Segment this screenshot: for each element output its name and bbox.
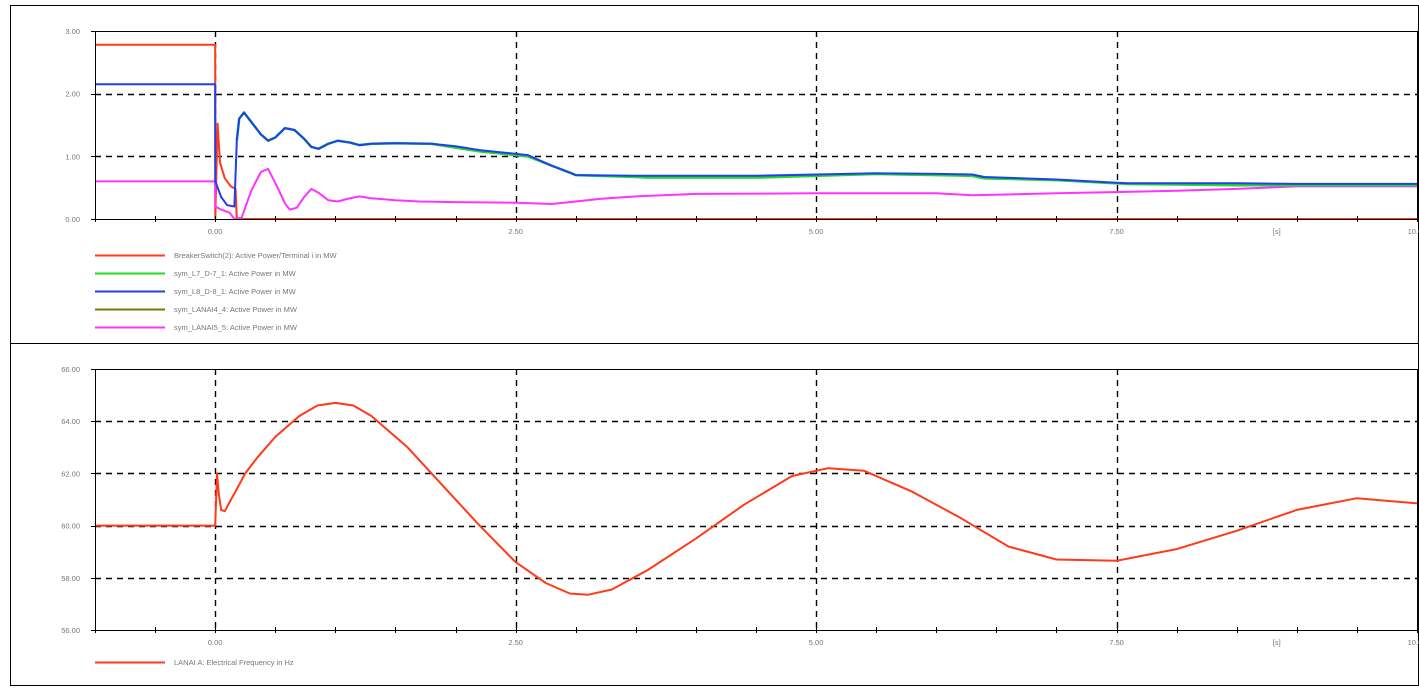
frequency-legend-label-0: LANAI A: Electrical Frequency in Hz (174, 658, 294, 667)
power-series-line-2 (95, 83, 1417, 208)
active-power-series (95, 43, 1417, 220)
power-x-tick-label: 7.50 (1109, 227, 1124, 236)
frequency-x-tick-label: 7.50 (1109, 638, 1124, 647)
frequency-series-line-0 (95, 401, 1418, 596)
power-legend-label-2: sym_L8_D-8_1: Active Power in MW (174, 287, 297, 296)
active-power-legend: BreakerSwitch(2): Active Power/Terminal … (95, 251, 337, 332)
power-x-tick-label: 0.00 (208, 227, 223, 236)
power-y-tick-label: 2.00 (65, 90, 80, 99)
power-legend-label-3: sym_LANAI4_4: Active Power in MW (174, 305, 298, 314)
frequency-gridlines (95, 369, 1417, 630)
frequency-x-tick-label: 10.00 (1408, 638, 1419, 647)
frequency-series (95, 401, 1418, 596)
frequency-y-tick-label: 60.00 (61, 522, 80, 531)
active-power-chart: 0.00 2.50 5.00 7.50 10.00 0.00 1.00 2.00 3.00 [s]… (65, 27, 1419, 332)
frequency-x-tick-label: 2.50 (508, 638, 523, 647)
power-legend-label-4: sym_LANAI5_5: Active Power in MW (174, 323, 298, 332)
power-x-tick-label: 2.50 (508, 227, 523, 236)
power-legend-label-0: BreakerSwitch(2): Active Power/Terminal … (174, 251, 337, 260)
power-series-line-4 (95, 167, 1417, 220)
frequency-y-tick-label: 62.00 (61, 469, 80, 478)
frequency-chart: 0.00 2.50 5.00 7.50 10.00 56.00 58.00 60.00 62.0… (61, 365, 1419, 667)
panel-frame-frequency (10, 343, 1419, 686)
active-power-ticks: 0.00 2.50 5.00 7.50 10.00 0.00 1.00 2.00 3.00 [s] (65, 27, 1419, 236)
power-y-tick-label: 3.00 (65, 27, 80, 36)
frequency-y-tick-label: 66.00 (61, 365, 80, 374)
frequency-y-tick-label: 58.00 (61, 574, 80, 583)
power-y-tick-label: 1.00 (65, 152, 80, 161)
frequency-plot-frame (95, 369, 1418, 631)
frequency-ticks: 0.00 2.50 5.00 7.50 10.00 56.00 58.00 60.00 62.0… (61, 365, 1419, 647)
power-y-tick-label: 0.00 (65, 215, 80, 224)
frequency-x-tick-label: 0.00 (208, 638, 223, 647)
frequency-y-tick-label: 64.00 (61, 417, 80, 426)
power-x-tick-label: 5.00 (809, 227, 824, 236)
active-power-gridlines (95, 31, 1417, 219)
active-power-plot-frame (95, 31, 1418, 220)
power-legend-label-1: sym_L7_D-7_1: Active Power in MW (174, 269, 297, 278)
frequency-legend: LANAI A: Electrical Frequency in Hz (95, 658, 294, 667)
frequency-x-axis-unit: [s] (1273, 638, 1281, 647)
power-x-axis-unit: [s] (1273, 227, 1281, 236)
frequency-x-tick-label: 5.00 (809, 638, 824, 647)
power-x-tick-label: 10.00 (1408, 227, 1419, 236)
frequency-y-tick-label: 56.00 (61, 626, 80, 635)
